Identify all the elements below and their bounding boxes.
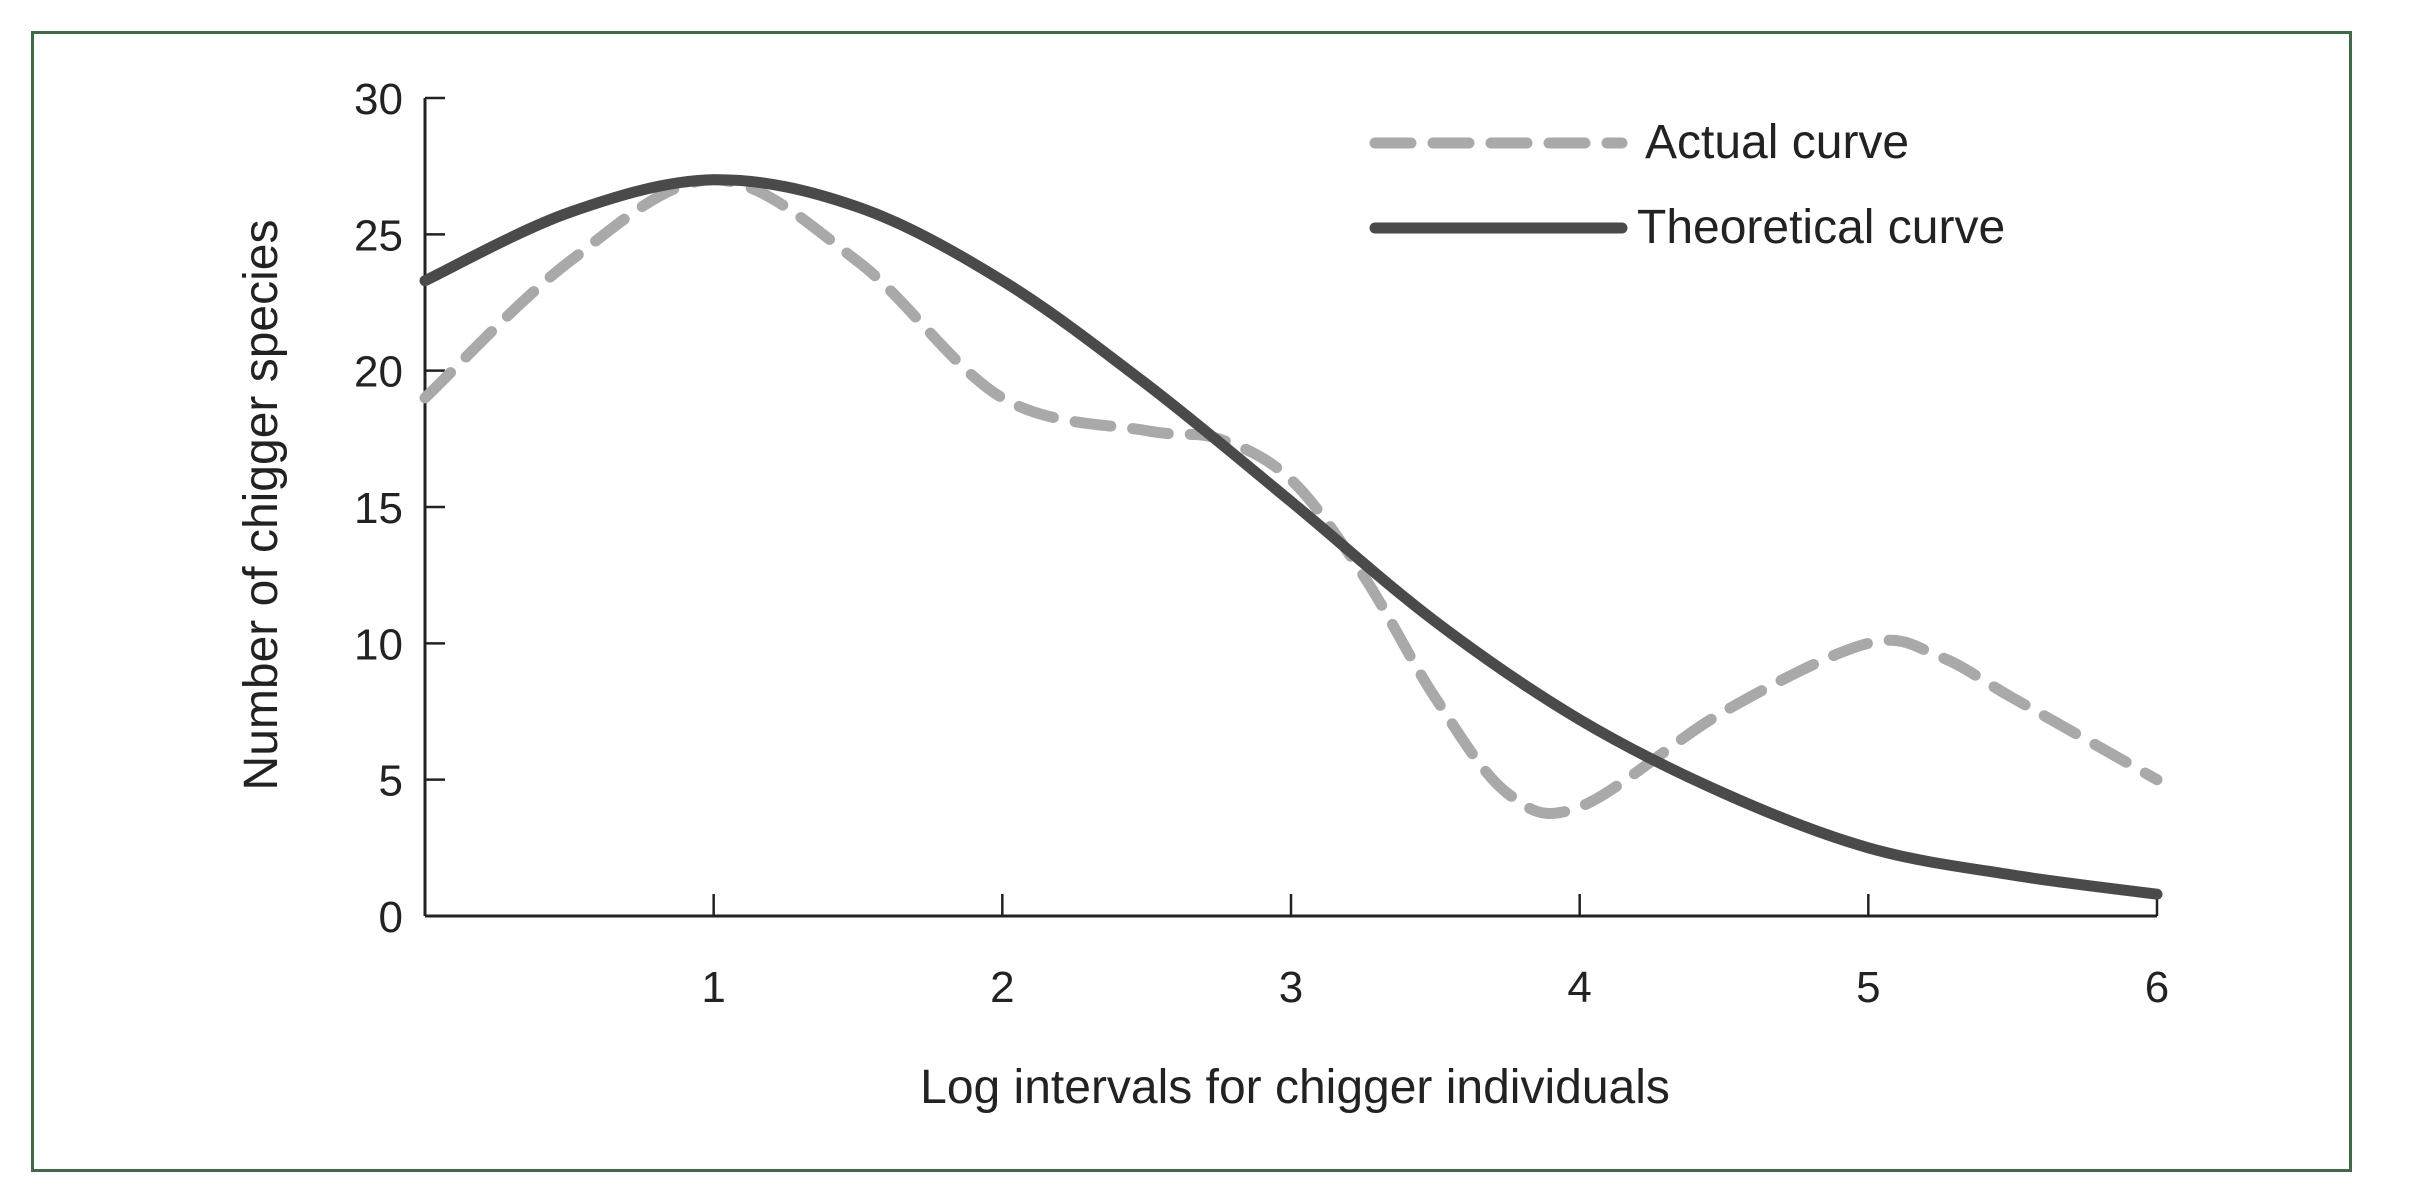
y-tick-label: 10: [354, 620, 403, 669]
legend-label-theoretical: Theoretical curve: [1637, 201, 2005, 254]
legend-label-actual: Actual curve: [1645, 116, 1909, 169]
y-tick-label: 5: [379, 757, 403, 806]
x-ticks: 1 2 3 4 5 6: [701, 894, 2169, 1012]
chart-frame: [31, 31, 2352, 1172]
x-axis-label: Log intervals for chigger individuals: [920, 1061, 1670, 1114]
y-tick-label: 25: [354, 211, 403, 260]
legend: Actual curve Theoretical curve: [1369, 116, 2005, 254]
series-line-theoretical: [419, 174, 2163, 900]
x-tick-label: 3: [1279, 963, 1303, 1012]
y-ticks: 0 5 10 15 20 25 30: [354, 75, 445, 942]
x-tick-label: 4: [1567, 963, 1591, 1012]
y-tick-label: 15: [354, 484, 403, 533]
y-tick-label: 20: [354, 348, 403, 397]
series-layer: [419, 174, 2163, 900]
y-axis-label: Number of chigger species: [235, 220, 288, 791]
y-tick-label: 30: [354, 75, 403, 124]
x-tick-label: 6: [2145, 963, 2169, 1012]
x-tick-label: 2: [990, 963, 1014, 1012]
x-tick-label: 5: [1856, 963, 1880, 1012]
y-tick-label: 0: [379, 893, 403, 942]
x-tick-label: 1: [701, 963, 725, 1012]
